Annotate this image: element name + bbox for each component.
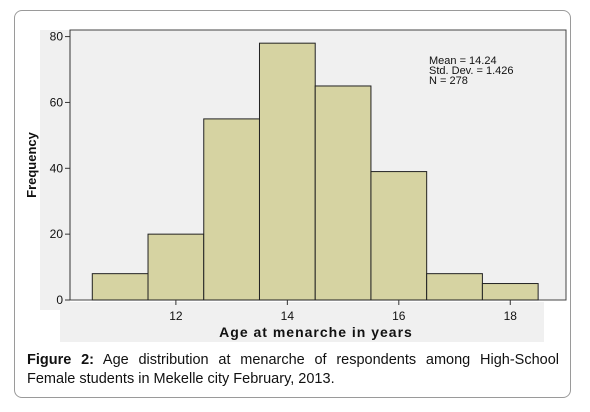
histogram-bar-1 <box>91 273 149 301</box>
stats-line: Mean = 14.24 <box>429 55 497 67</box>
stats-line: Std. Dev. = 1.426 <box>429 65 514 77</box>
x-tick-label: 18 <box>504 309 518 323</box>
y-tick-label: 0 <box>56 293 63 307</box>
caption-label: Figure 2: <box>27 352 94 368</box>
histogram-bar-7 <box>426 273 483 301</box>
histogram-chart: 0 20 40 60 80 12 14 16 18 Frequency Age at mena… <box>24 29 567 342</box>
caption-text: Age distribution at menarche of responde… <box>27 352 559 387</box>
x-tick-label: 14 <box>281 309 295 323</box>
x-axis-band <box>60 302 544 342</box>
histogram-bar-3 <box>203 118 260 301</box>
y-tick-label: 60 <box>50 95 64 109</box>
y-tick-label: 20 <box>50 227 64 241</box>
y-axis-label: Frequency <box>24 131 39 198</box>
histogram-bar-4 <box>258 42 316 301</box>
x-tick-label: 12 <box>169 309 183 323</box>
y-axis-band <box>40 30 70 310</box>
histogram-bar-2 <box>147 233 205 301</box>
histogram-bar-6 <box>370 171 428 301</box>
stats-line: N = 278 <box>429 75 468 87</box>
y-tick-label: 80 <box>50 30 64 44</box>
histogram-bar-8 <box>481 283 539 301</box>
histogram-bar-5 <box>314 85 372 301</box>
x-axis-label: Age at menarche in years <box>219 324 413 340</box>
figure-caption: Figure 2: Age distribution at menarche o… <box>27 351 559 389</box>
y-tick-label: 40 <box>50 161 64 175</box>
x-tick-label: 16 <box>392 309 406 323</box>
